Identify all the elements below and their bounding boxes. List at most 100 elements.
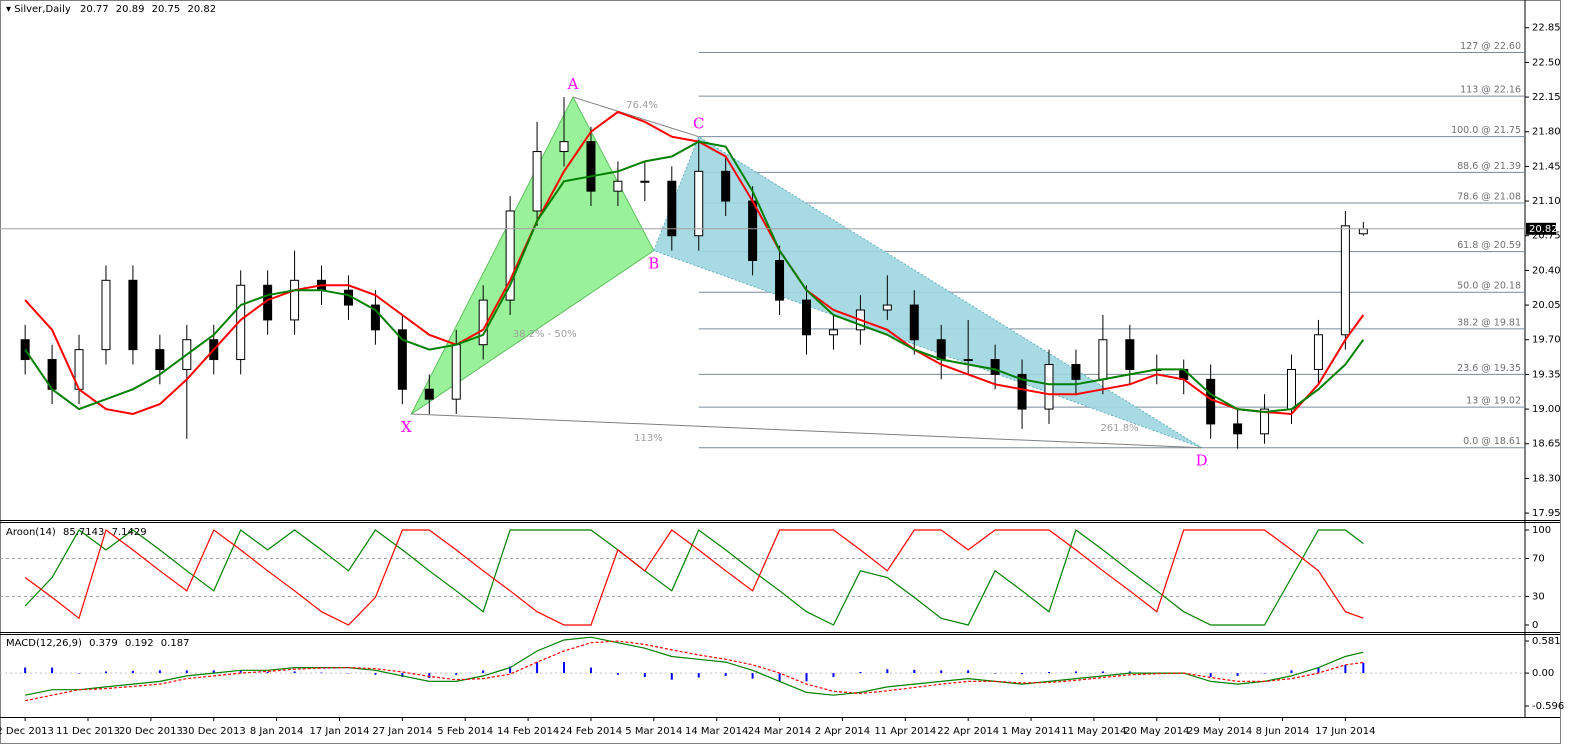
candle-body [613,180,623,192]
marks: 22.85 22.50 22.15 21.80 21.45 21.10 20.75 20.40… [0,23,1564,737]
candle-body [1125,339,1135,370]
x-tick-label: 2 Dec 2013 [0,726,54,737]
x-tick-label: 5 Mar 2014 [625,726,682,737]
x-tick-label: 1 May 2014 [1002,726,1061,737]
y-tick-label: -0.596 [1532,701,1564,712]
macd-histogram-bar [832,673,835,677]
candle-body [802,299,812,336]
macd-histogram-bar [239,670,242,674]
x-tick-label: 17 Jan 2014 [310,726,370,737]
y-tick-label: 19.00 [1532,404,1561,415]
fib-label: 0.0 @ 18.61 [1463,436,1521,447]
candle-body [748,200,758,261]
fib-label: 88.6 @ 21.39 [1457,161,1521,172]
candle-body [155,349,165,370]
y-tick-label: 18.65 [1532,439,1561,450]
macd-histogram-bar [1362,662,1365,674]
macd-histogram-bar [778,673,781,682]
y-tick-label: 21.80 [1532,127,1561,138]
macd-histogram-bar [1074,671,1077,674]
ratio-label: 261.8% [1100,423,1138,434]
fib-label: 100.0 @ 21.75 [1451,125,1521,136]
macd-histogram-bar [994,673,997,674]
candle-body [963,359,973,362]
candle-body [1260,408,1270,435]
x-tick-label: 24 Feb 2014 [560,726,622,737]
y-tick-label: 22.15 [1532,92,1561,103]
macd-title: MACD(12,26,9) [6,638,82,649]
macd-histogram-bar [131,670,134,674]
macd-histogram-bar [913,669,916,674]
ratio-label: 76.4% [626,100,658,111]
fib-label: 127 @ 22.60 [1460,41,1521,52]
candle-body [505,210,515,301]
y-tick-label: 0.581 [1532,636,1561,647]
macd-histogram-bar [1317,667,1320,674]
candle-body [559,141,569,153]
candle-body [451,344,461,400]
candle-body [1206,378,1216,425]
macd-histogram-bar [1209,673,1212,677]
y-tick-label: 20.75 [1532,231,1561,242]
y-tick-label: 18.30 [1532,473,1561,484]
ratio-label: 113% [634,433,663,444]
candle-body [1044,363,1054,410]
macd-histogram-bar [670,673,673,680]
x-tick-label: 24 Mar 2014 [748,726,811,737]
y-tick-label: 0 [1532,620,1538,631]
candle-body [909,304,919,341]
ratio-label: 38.2% - 50% [513,329,577,340]
candle-body [1098,339,1108,380]
macd-histogram-bar [455,673,458,675]
x-tick-label: 11 Dec 2013 [56,726,120,737]
x-tick-label: 20 Dec 2013 [119,726,183,737]
macd-histogram-bar [643,673,646,677]
signal-line [24,640,1364,702]
y-tick-label: 20.40 [1532,265,1561,276]
macd-histogram-bar [185,670,188,674]
macd-histogram-bar [805,673,808,682]
pattern-point-label: X [401,418,412,436]
macd-histogram-bar [24,667,27,674]
pattern-xd [411,413,1202,449]
candle-body [1340,225,1350,336]
macd-histogram-bar [1344,664,1347,674]
fib-label: 61.8 @ 20.59 [1457,240,1521,251]
macd-histogram-bar [51,667,54,674]
macd-histogram-bar [1047,671,1050,674]
pattern-point-label: A [567,75,579,93]
fib-label: 38.2 @ 19.81 [1457,317,1521,328]
macd-histogram-bar [1101,671,1104,674]
y-tick-label: 21.10 [1532,196,1561,207]
candle-body [424,388,434,400]
macd-histogram-bar [78,673,81,674]
candle-body [478,299,488,346]
candle-body [694,170,704,237]
macd-histogram-bar [751,673,754,679]
macd-histogram-bar [482,670,485,674]
macd-histogram-bar [374,673,377,675]
macd-value: 0.379 [89,638,118,649]
candle-body [532,151,542,212]
pattern-point-label: C [693,115,704,133]
candle-body [936,339,946,361]
x-tick-label: 11 Apr 2014 [874,726,936,737]
y-tick-label: 0.00 [1532,668,1554,679]
header-open: 20.77 [80,4,109,15]
aroon-down-value: 7.1429 [112,527,147,538]
x-tick-label: 22 Apr 2014 [937,726,999,737]
macd-histogram-bar [428,673,431,679]
header-high: 20.89 [116,4,145,15]
y-tick-label: 19.35 [1532,369,1561,380]
candle-body [101,279,111,351]
x-tick-label: 11 May 2014 [1061,726,1126,737]
x-tick-label: 8 Jan 2014 [250,726,304,737]
pattern-point-label: B [648,255,659,273]
candle-body [236,284,246,361]
macd-histogram-bar [967,670,970,674]
symbol: Silver,Daily [14,4,71,15]
x-tick-label: 29 May 2014 [1187,726,1252,737]
macd-histogram-bar [293,671,296,674]
aroon-header: Aroon(14) 85.7143 7.1429 [6,527,147,538]
